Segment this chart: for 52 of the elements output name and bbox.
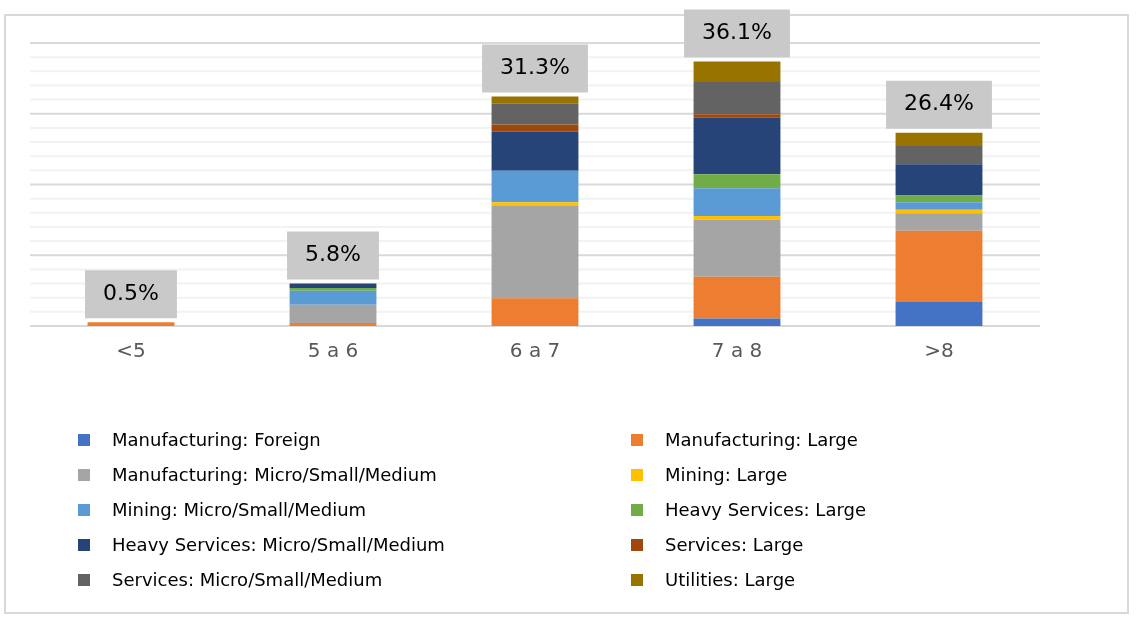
bar: [491, 124, 579, 132]
bar: [693, 215, 781, 220]
legend-label: Manufacturing: Large: [665, 429, 858, 450]
x-tick-label: 7 a 8: [711, 338, 763, 363]
bar: [895, 164, 983, 196]
legend-label: Manufacturing: Micro/Small/Medium: [112, 464, 437, 485]
bar: [693, 188, 781, 216]
legend-label: Heavy Services: Micro/Small/Medium: [112, 534, 445, 555]
bar: [895, 202, 983, 210]
bar: [895, 195, 983, 203]
bar: [491, 170, 579, 203]
bar: [693, 81, 781, 115]
x-tick-label: <5: [116, 338, 146, 363]
annotation: 26.4%: [904, 90, 974, 116]
x-tick-label: >8: [924, 338, 954, 363]
bar: [895, 213, 983, 231]
annotation: 5.8%: [305, 241, 361, 267]
bar: [289, 283, 377, 288]
bar: [491, 96, 579, 104]
bar: [491, 131, 579, 171]
bar: [895, 132, 983, 146]
bar: [491, 205, 579, 299]
bar: [693, 318, 781, 326]
bar: [895, 145, 983, 165]
bar: [87, 322, 175, 326]
annotation: 36.1%: [702, 19, 772, 45]
legend-label: Services: Large: [665, 534, 804, 555]
x-tick-label: 5 a 6: [307, 338, 359, 363]
bar: [693, 219, 781, 277]
bar: [693, 117, 781, 175]
x-tick-label: 6 a 7: [509, 338, 561, 363]
legend-label: Utilities: Large: [665, 569, 796, 590]
bar: [693, 61, 781, 82]
bar: [693, 276, 781, 319]
bar: [289, 323, 377, 326]
bar: [289, 287, 377, 291]
bar: [289, 304, 377, 324]
bar: [895, 301, 983, 326]
annotation: 31.3%: [500, 54, 570, 80]
bar: [491, 202, 579, 206]
annotation: 0.5%: [103, 280, 159, 306]
bar: [289, 290, 377, 305]
legend-label: Services: Micro/Small/Medium: [112, 569, 383, 590]
legend-label: Mining: Micro/Small/Medium: [112, 499, 367, 520]
bar: [895, 230, 983, 302]
bar: [693, 114, 781, 118]
legend-label: Heavy Services: Large: [665, 499, 866, 520]
legend-label: Mining: Large: [665, 464, 788, 485]
bar: [491, 103, 579, 125]
bar: [491, 298, 579, 326]
bar: [693, 174, 781, 189]
legend-label: Manufacturing: Foreign: [112, 429, 321, 450]
